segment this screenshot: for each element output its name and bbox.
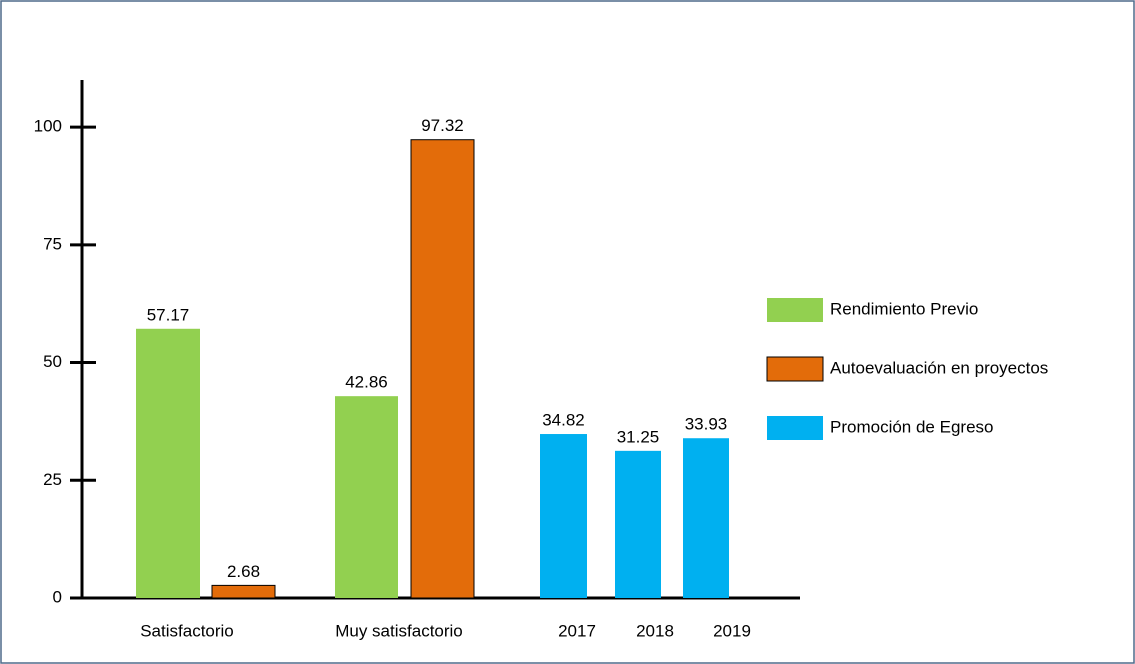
y-tick-label: 75 — [43, 234, 62, 253]
bar — [683, 438, 729, 598]
legend-label: Rendimiento Previo — [830, 299, 978, 318]
legend-swatch — [766, 356, 824, 382]
value-label: 2.68 — [227, 562, 260, 581]
bar — [540, 434, 587, 598]
value-label: 97.32 — [421, 116, 464, 135]
bar — [211, 584, 276, 599]
value-label: 57.17 — [147, 305, 190, 324]
value-label: 31.25 — [617, 427, 660, 446]
x-tick-label: 2017 — [558, 621, 596, 640]
value-label: 42.86 — [345, 373, 388, 392]
x-tick-label: Muy satisfactorio — [335, 621, 463, 640]
bar — [136, 328, 200, 598]
y-tick-label: 50 — [43, 352, 62, 371]
legend-swatch — [767, 298, 823, 322]
x-tick-label: 2018 — [636, 621, 674, 640]
bar — [410, 139, 475, 599]
value-label: 33.93 — [685, 415, 728, 434]
x-tick-label: Satisfactorio — [140, 621, 234, 640]
y-tick-label: 100 — [34, 117, 62, 136]
legend-label: Autoevaluación en proyectos — [830, 358, 1048, 377]
bar — [615, 450, 661, 598]
value-label: 34.82 — [542, 411, 585, 430]
bar — [335, 396, 398, 598]
x-tick-label: 2019 — [713, 621, 751, 640]
legend-swatch — [767, 416, 823, 440]
legend-label: Promoción de Egreso — [830, 417, 993, 436]
y-tick-label: 25 — [43, 470, 62, 489]
y-tick-label: 0 — [53, 587, 62, 606]
